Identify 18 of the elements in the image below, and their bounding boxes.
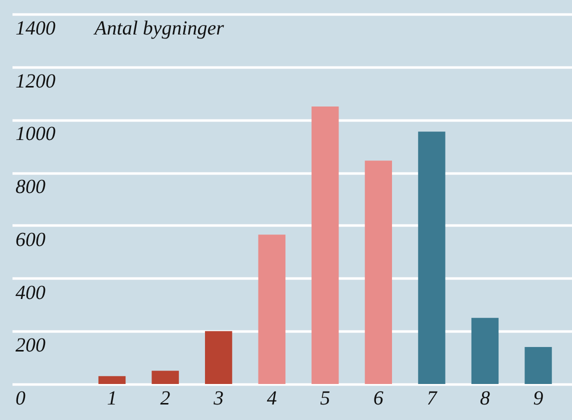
x-tick-label: 3 (212, 388, 224, 410)
y-tick-label: 600 (16, 228, 46, 251)
x-tick-label: 5 (320, 388, 330, 410)
y-tick-label: 800 (16, 176, 46, 198)
y-tick-label: 1200 (16, 70, 56, 92)
y-tick-label: 400 (16, 282, 46, 304)
y-axis-title: Antal bygninger (92, 18, 224, 40)
y-tick-label: 0 (16, 388, 26, 410)
x-tick-label: 4 (266, 388, 277, 410)
x-tick-label: 2 (160, 388, 170, 410)
y-tick-label: 200 (16, 334, 46, 357)
x-tick-label: 7 (426, 388, 438, 410)
y-tick-label: 1000 (16, 123, 56, 146)
x-tick-label: 8 (480, 388, 490, 410)
y-tick-label: 1400 (16, 18, 56, 40)
x-tick-label: 1 (107, 388, 118, 410)
x-tick-label: 9 (533, 388, 544, 410)
x-tick-label: 6 (373, 388, 384, 410)
